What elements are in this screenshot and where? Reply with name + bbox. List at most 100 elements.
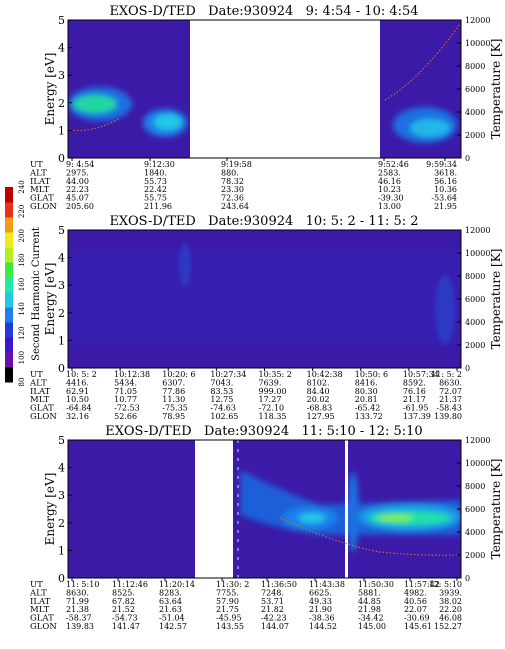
orbit-value: 243.64 bbox=[221, 202, 249, 211]
temperature-tick-label: 6000 bbox=[465, 295, 485, 304]
orbit-value: 11:36:50 bbox=[261, 580, 297, 589]
orbit-value: 72.07 bbox=[439, 387, 462, 396]
orbit-value: 8630. bbox=[66, 588, 89, 597]
orbit-value: 7043. bbox=[210, 378, 233, 387]
orbit-value: 10.36 bbox=[434, 185, 457, 194]
orbit-value: 102.65 bbox=[210, 412, 238, 421]
temperature-tick-label: 0 bbox=[465, 364, 470, 373]
colorbar-swatch bbox=[5, 277, 13, 293]
orbit-value: 62.91 bbox=[66, 387, 89, 396]
energy-tick-label: 4 bbox=[58, 252, 65, 265]
orbit-value: 5881. bbox=[358, 588, 381, 597]
orbit-value: 7755. bbox=[216, 588, 239, 597]
panel-2: EXOS-D/TED Date:930924 10: 5: 2 - 11: 5:… bbox=[29, 214, 503, 422]
orbit-value: 152.27 bbox=[434, 622, 462, 631]
orbit-value: 10: 5: 2 bbox=[66, 370, 97, 379]
temperature-tick-label: 12000 bbox=[465, 436, 490, 445]
temperature-tick-label: 0 bbox=[465, 574, 470, 583]
orbit-value: 45.07 bbox=[66, 194, 89, 203]
orbit-value: 55.73 bbox=[144, 177, 167, 186]
orbit-value: 11: 5: 2 bbox=[431, 370, 462, 379]
orbit-value: 10:57:34 bbox=[403, 370, 439, 379]
orbit-value: 5434. bbox=[114, 378, 137, 387]
colorbar-swatch bbox=[5, 262, 13, 278]
orbit-value: -38.36 bbox=[309, 614, 335, 623]
colorbar-swatch bbox=[5, 202, 13, 218]
colorbar-tick-label: 200 bbox=[18, 229, 26, 242]
orbit-row-label: UT bbox=[30, 580, 43, 590]
colorbar-swatch bbox=[5, 187, 13, 203]
orbit-value: -68.83 bbox=[307, 404, 333, 413]
temperature-tick-label: 12000 bbox=[465, 226, 490, 235]
energy-tick-label: 5 bbox=[58, 14, 65, 27]
orbit-value: 144.07 bbox=[261, 622, 289, 631]
colorbar-tick-label: 240 bbox=[18, 180, 26, 193]
orbit-value: 12.75 bbox=[210, 395, 233, 404]
colorbar-tick-label: 140 bbox=[18, 302, 26, 315]
orbit-row-label: ALT bbox=[29, 168, 47, 178]
orbit-row-label: GLAT bbox=[30, 194, 54, 204]
orbit-value: 999.00 bbox=[259, 387, 287, 396]
colorbar-swatch bbox=[5, 367, 13, 383]
orbit-value: 139.83 bbox=[66, 622, 94, 631]
orbit-row-label: MLT bbox=[30, 395, 50, 405]
orbit-value: 211.96 bbox=[144, 202, 172, 211]
energy-tick-label: 0 bbox=[58, 362, 65, 375]
orbit-value: 57.90 bbox=[216, 597, 239, 606]
orbit-row-label: ILAT bbox=[30, 387, 51, 397]
orbit-value: 137.39 bbox=[403, 412, 431, 421]
energy-tick-label: 0 bbox=[58, 572, 65, 585]
orbit-value: -54.73 bbox=[112, 614, 138, 623]
orbit-value: 22.23 bbox=[66, 185, 89, 194]
orbit-value: 20.02 bbox=[307, 395, 330, 404]
orbit-value: 21.17 bbox=[403, 395, 426, 404]
panel-1: EXOS-D/TED Date:930924 9: 4:54 - 10: 4:5… bbox=[29, 4, 503, 212]
orbit-row-label: GLAT bbox=[30, 614, 54, 624]
temperature-tick-label: 6000 bbox=[465, 505, 485, 514]
orbit-value: -65.42 bbox=[355, 404, 381, 413]
temperature-tick-label: 2000 bbox=[465, 551, 485, 560]
orbit-value: 9:12:30 bbox=[144, 160, 175, 169]
orbit-row-label: MLT bbox=[30, 605, 50, 615]
colorbar-tick-label: 160 bbox=[18, 278, 26, 291]
colorbar-swatch bbox=[5, 247, 13, 263]
energy-tick-label: 4 bbox=[58, 42, 65, 55]
temperature-tick-label: 8000 bbox=[465, 482, 485, 491]
panel-3-spectrogram bbox=[68, 440, 461, 578]
energy-tick-label: 3 bbox=[58, 69, 65, 82]
orbit-value: 78.95 bbox=[162, 412, 185, 421]
orbit-value: 22.07 bbox=[404, 605, 427, 614]
orbit-value: 8102. bbox=[307, 378, 330, 387]
orbit-row-label: GLON bbox=[30, 622, 57, 632]
orbit-row-label: ILAT bbox=[30, 597, 51, 607]
temperature-tick-label: 2000 bbox=[465, 341, 485, 350]
orbit-value: 118.35 bbox=[259, 412, 287, 421]
colorbar-tick-label: 180 bbox=[18, 253, 26, 266]
panel-3-y2label: Temperature [K] bbox=[489, 459, 503, 560]
orbit-value: -75.35 bbox=[162, 404, 188, 413]
temperature-tick-label: 8000 bbox=[465, 62, 485, 71]
orbit-value: 22.42 bbox=[144, 185, 167, 194]
energy-tick-label: 1 bbox=[58, 124, 65, 137]
panel-3: EXOS-D/TED Date:930924 11: 5:10 - 12: 5:… bbox=[29, 424, 503, 632]
panel-1-y2label: Temperature [K] bbox=[489, 39, 503, 140]
orbit-row-label: GLON bbox=[30, 412, 57, 422]
colorbar-swatch bbox=[5, 217, 13, 233]
energy-tick-label: 2 bbox=[58, 517, 65, 530]
orbit-value: 21.75 bbox=[216, 605, 239, 614]
temperature-tick-label: 4000 bbox=[465, 108, 485, 117]
panel-1-spectrogram bbox=[68, 20, 461, 158]
temperature-tick-label: 4000 bbox=[465, 528, 485, 537]
temperature-tick-label: 12000 bbox=[465, 16, 490, 25]
orbit-value: 11:12:46 bbox=[112, 580, 148, 589]
orbit-value: -61.95 bbox=[403, 404, 429, 413]
orbit-value: 76.16 bbox=[403, 387, 426, 396]
orbit-value: 143.55 bbox=[216, 622, 244, 631]
orbit-value: -72.10 bbox=[259, 404, 285, 413]
orbit-value: 10:50: 6 bbox=[355, 370, 388, 379]
orbit-value: 52.66 bbox=[114, 412, 137, 421]
orbit-value: 78.32 bbox=[221, 177, 244, 186]
orbit-value: 8630. bbox=[439, 378, 462, 387]
orbit-value: 84.40 bbox=[307, 387, 330, 396]
temperature-tick-label: 0 bbox=[465, 154, 470, 163]
